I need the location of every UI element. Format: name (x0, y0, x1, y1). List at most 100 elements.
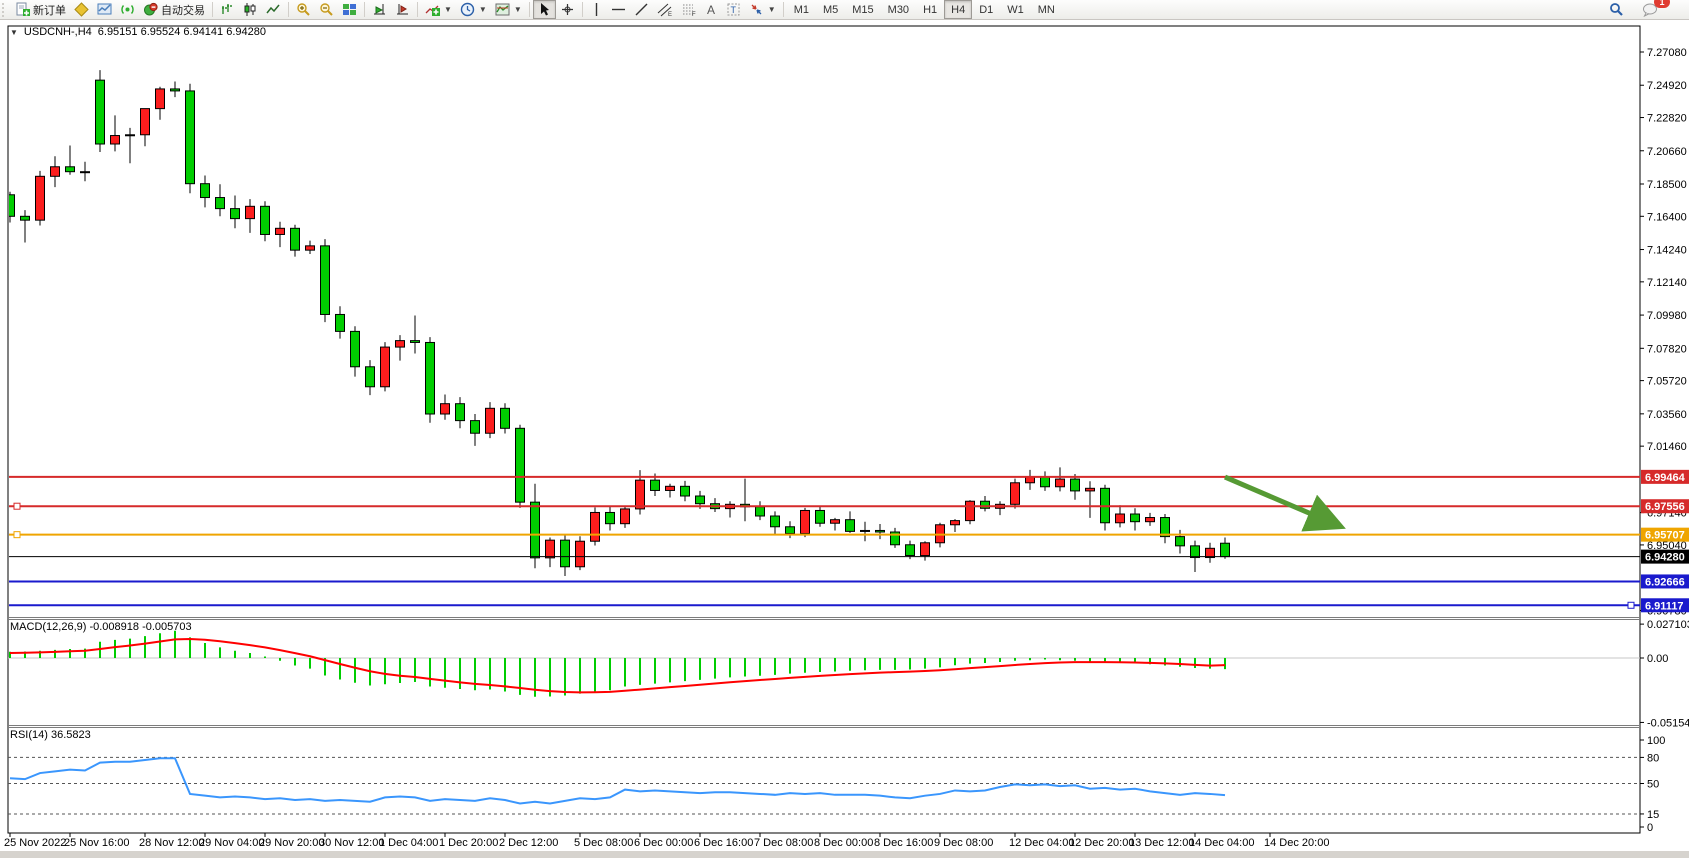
svg-text:2 Dec 12:00: 2 Dec 12:00 (499, 837, 558, 849)
vertical-line-icon (590, 2, 603, 17)
svg-text:29 Nov 20:00: 29 Nov 20:00 (259, 837, 324, 849)
indicators-icon (425, 2, 440, 17)
signals-icon (120, 2, 135, 17)
arrows-button[interactable]: ▼ (745, 0, 780, 19)
autotrading-label: 自动交易 (161, 4, 205, 17)
templates-button[interactable]: ▼ (491, 0, 526, 19)
text-icon: A (705, 2, 718, 17)
tab-timeframe-h4[interactable]: H4 (944, 0, 973, 19)
svg-text:1 Dec 20:00: 1 Dec 20:00 (439, 837, 498, 849)
tab-timeframe-w1[interactable]: W1 (1007, 3, 1024, 16)
toolbar-separator (528, 2, 530, 17)
symbol-period-label: USDCNH-,H4 (23, 26, 92, 38)
collapse-caret-icon[interactable]: ▼ (10, 27, 18, 37)
chat-icon (1642, 2, 1659, 17)
signals-button[interactable] (116, 0, 139, 19)
toolbar-separator (782, 2, 784, 17)
bar-chart-button[interactable] (216, 0, 239, 19)
equidistant-channel-button[interactable]: E (653, 0, 677, 19)
autotrading-icon (143, 2, 158, 17)
new-order-label: 新订单 (33, 4, 66, 17)
auto-scroll-button[interactable] (368, 0, 391, 19)
equidistant-channel-icon: E (657, 2, 673, 17)
toolbar-separator (288, 2, 289, 17)
svg-text:6 Dec 00:00: 6 Dec 00:00 (634, 837, 693, 849)
svg-text:7.16400: 7.16400 (1647, 211, 1687, 223)
arrows-icon (749, 2, 764, 17)
tile-windows-button[interactable] (338, 0, 361, 19)
line-chart-button[interactable] (262, 0, 285, 19)
new-order-icon (15, 2, 30, 17)
text-button[interactable]: A (701, 0, 722, 19)
clock-icon (460, 2, 475, 17)
indicators-button[interactable]: ▼ (421, 0, 456, 19)
svg-text:7.03560: 7.03560 (1647, 409, 1687, 421)
tab-timeframe-m15[interactable]: M15 (852, 3, 874, 16)
svg-text:30 Nov 12:00: 30 Nov 12:00 (319, 837, 384, 849)
tab-timeframe-m30[interactable]: M30 (887, 3, 910, 16)
metaeditor-button[interactable] (70, 0, 93, 19)
autotrading-button[interactable]: 自动交易 (139, 0, 209, 19)
horizontal-line-button[interactable] (607, 0, 630, 19)
svg-text:7.05720: 7.05720 (1647, 376, 1687, 388)
periods-button[interactable]: ▼ (456, 0, 491, 19)
svg-text:0: 0 (1647, 822, 1653, 834)
text-label-button[interactable]: T (722, 0, 745, 19)
svg-text:7.20660: 7.20660 (1647, 146, 1687, 158)
svg-text:0.00: 0.00 (1647, 653, 1668, 665)
tab-timeframe-h1[interactable]: H1 (923, 3, 938, 16)
vertical-line-button[interactable] (586, 0, 607, 19)
cursor-button[interactable] (532, 0, 556, 19)
svg-text:25 Nov 16:00: 25 Nov 16:00 (64, 837, 129, 849)
svg-text:E: E (668, 12, 672, 17)
toolbar-separator (417, 2, 418, 17)
svg-text:50: 50 (1647, 779, 1659, 791)
tab-timeframe-m1[interactable]: M1 (793, 3, 809, 16)
svg-text:0.027103: 0.027103 (1647, 619, 1689, 631)
svg-text:100: 100 (1647, 735, 1665, 747)
chart-shift-button[interactable] (391, 0, 414, 19)
macd-indicator-label: MACD(12,26,9) -0.008918 -0.005703 (10, 621, 192, 633)
zoom-in-button[interactable] (292, 0, 315, 19)
svg-text:6.95707: 6.95707 (1645, 530, 1685, 542)
market-watch-icon (97, 2, 112, 17)
svg-text:14 Dec 04:00: 14 Dec 04:00 (1189, 837, 1254, 849)
svg-text:12 Dec 04:00: 12 Dec 04:00 (1009, 837, 1074, 849)
trendline-button[interactable] (630, 0, 653, 19)
tab-timeframe-m5[interactable]: M5 (822, 3, 839, 16)
candlestick-chart-button[interactable] (239, 0, 262, 19)
svg-text:5 Dec 08:00: 5 Dec 08:00 (574, 837, 633, 849)
toolbar-separator (364, 2, 365, 17)
svg-text:7.18500: 7.18500 (1647, 179, 1687, 191)
svg-text:7.07820: 7.07820 (1647, 343, 1687, 355)
zoom-out-icon (319, 2, 334, 17)
search-button[interactable] (1604, 0, 1628, 19)
tab-timeframe-d1[interactable]: D1 (979, 3, 994, 16)
new-order-button[interactable]: 新订单 (11, 0, 70, 19)
tab-timeframe-mn[interactable]: MN (1037, 3, 1055, 16)
zoom-out-button[interactable] (315, 0, 338, 19)
chat-button[interactable]: 1 (1638, 0, 1670, 19)
zoom-in-icon (296, 2, 311, 17)
search-icon (1608, 2, 1624, 18)
line-chart-icon (266, 2, 281, 17)
svg-text:7 Dec 08:00: 7 Dec 08:00 (754, 837, 813, 849)
svg-text:12 Dec 20:00: 12 Dec 20:00 (1069, 837, 1134, 849)
fibonacci-button[interactable]: F (677, 0, 701, 19)
horizontal-line-icon (611, 2, 626, 17)
toolbar-separator (212, 2, 213, 17)
metaeditor-icon (74, 2, 89, 17)
svg-text:13 Dec 12:00: 13 Dec 12:00 (1129, 837, 1194, 849)
chevron-down-icon: ▼ (767, 5, 776, 14)
svg-text:29 Nov 04:00: 29 Nov 04:00 (199, 837, 264, 849)
candlestick-chart-icon (243, 2, 258, 17)
auto-scroll-icon (372, 2, 387, 17)
svg-text:9 Dec 08:00: 9 Dec 08:00 (934, 837, 993, 849)
rsi-indicator-label: RSI(14) 36.5823 (10, 729, 91, 741)
window-bottom-edge (0, 851, 1689, 858)
market-watch-button[interactable] (93, 0, 116, 19)
svg-text:6.99464: 6.99464 (1645, 472, 1686, 484)
crosshair-button[interactable] (556, 0, 579, 19)
svg-text:7.24920: 7.24920 (1647, 80, 1687, 92)
